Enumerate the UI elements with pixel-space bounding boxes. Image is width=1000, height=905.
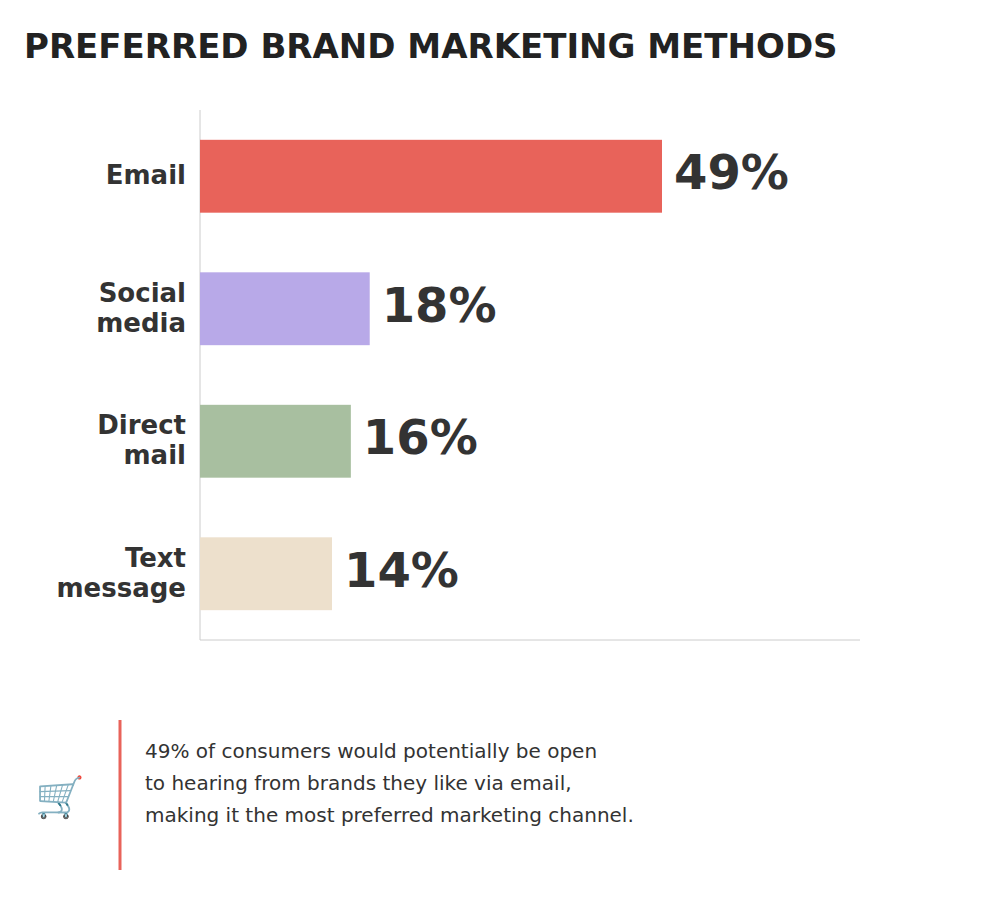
x-axis-line	[200, 640, 860, 641]
data-label: 16%	[363, 409, 478, 465]
background	[0, 0, 1000, 905]
chart-container: PREFERRED BRAND MARKETING METHODS Email So…	[0, 0, 1000, 905]
bar	[200, 272, 370, 345]
chart-title: PREFERRED BRAND MARKETING METHODS	[24, 26, 838, 66]
footnote: 49% of consumers would potentially be op…	[145, 739, 634, 827]
category-label: Socialmedia	[96, 277, 186, 337]
bars	[200, 140, 662, 610]
bar	[200, 537, 332, 610]
data-label: 49%	[674, 144, 789, 200]
category-label: Directmail	[97, 410, 186, 470]
bar	[200, 405, 351, 478]
data-label: 14%	[344, 542, 459, 598]
data-label: 18%	[382, 277, 497, 333]
category-label: Textmessage	[57, 542, 186, 602]
category-label: Email	[106, 160, 186, 190]
bar	[200, 140, 662, 213]
cart-icon: 🛒	[35, 774, 85, 820]
accent-line	[119, 720, 122, 870]
chart-svg: PREFERRED BRAND MARKETING METHODS Email So…	[0, 0, 1000, 905]
